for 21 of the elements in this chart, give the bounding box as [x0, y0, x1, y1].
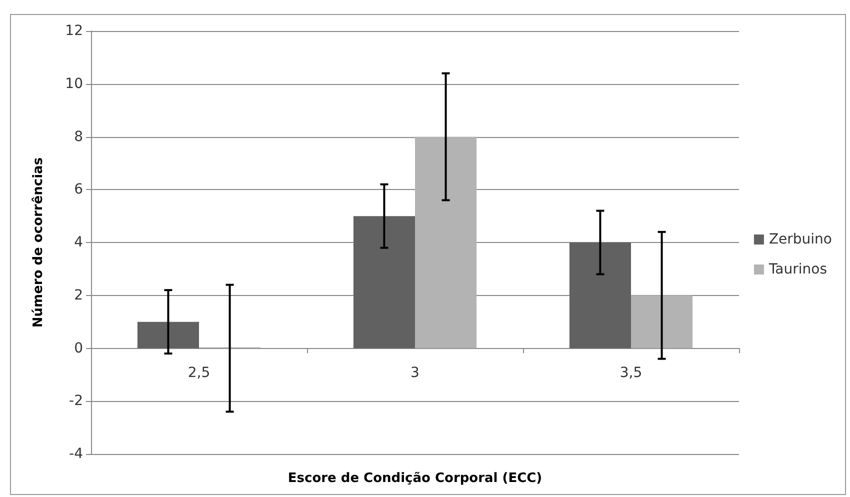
x-tick-label: 2,5 — [188, 364, 210, 381]
bar — [353, 216, 415, 348]
legend-label: Taurinos — [768, 262, 828, 278]
bar — [137, 322, 199, 348]
y-tick-label: -2 — [69, 393, 83, 410]
bar — [415, 136, 477, 348]
y-tick-label: 12 — [65, 23, 83, 39]
y-tick-label: 2 — [74, 287, 83, 304]
y-tick-label: 8 — [74, 128, 83, 145]
x-tick-label: 3,5 — [620, 364, 642, 381]
y-tick-label: 6 — [74, 182, 84, 198]
y-tick-label: -4 — [69, 446, 84, 462]
y-tick-label: 0 — [74, 340, 83, 356]
x-axis-title: Escore de Condição Corporal (ECC) — [288, 471, 542, 486]
y-axis-title: Número de ocorrências — [31, 157, 46, 328]
x-tick-label: 3 — [410, 364, 420, 381]
bar — [569, 242, 631, 348]
y-tick-label: 10 — [65, 76, 83, 92]
y-tick-label: 4 — [74, 234, 84, 250]
legend-label: Zerbuino — [768, 232, 832, 248]
bar — [631, 295, 693, 348]
